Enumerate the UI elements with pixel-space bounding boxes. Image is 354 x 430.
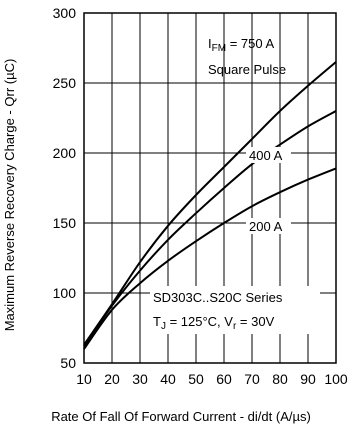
series-label-200a: 200 A bbox=[249, 219, 283, 234]
x-tick-label: 30 bbox=[132, 371, 148, 387]
plot-frame bbox=[83, 12, 337, 364]
series-lines bbox=[83, 61, 337, 350]
y-tick-label: 100 bbox=[53, 285, 77, 301]
device-series-label: SD303C..S20C Series bbox=[153, 290, 283, 305]
y-tick-label: 50 bbox=[60, 355, 76, 371]
x-tick-label: 80 bbox=[272, 371, 288, 387]
x-axis-label: Rate Of Fall Of Forward Current - di/dt … bbox=[51, 409, 311, 424]
x-tick-label: 70 bbox=[244, 371, 260, 387]
x-tick-label: 60 bbox=[216, 371, 232, 387]
series-box-bg bbox=[150, 286, 320, 334]
x-tick-label: 100 bbox=[324, 371, 348, 387]
series-line-2 bbox=[83, 167, 337, 350]
conditions-label: TJ = 125°C, Vr = 30V bbox=[153, 314, 275, 332]
y-tick-labels: 50 100 150 200 250 300 bbox=[53, 5, 77, 371]
y-tick-label: 200 bbox=[53, 145, 77, 161]
x-tick-labels: 10 20 30 40 50 60 70 80 90 100 bbox=[76, 371, 348, 387]
label-bg-200 bbox=[246, 218, 291, 234]
y-tick-label: 250 bbox=[53, 75, 77, 91]
x-tick-label: 10 bbox=[76, 371, 92, 387]
series-line-0 bbox=[83, 61, 337, 346]
ifm-annotation: IFM = 750 A bbox=[208, 36, 274, 54]
x-tick-label: 50 bbox=[188, 371, 204, 387]
x-tick-label: 90 bbox=[300, 371, 316, 387]
label-bg-400 bbox=[246, 147, 291, 163]
x-tick-label: 20 bbox=[104, 371, 120, 387]
square-pulse-label: Square Pulse bbox=[208, 62, 286, 77]
x-tick-label: 40 bbox=[160, 371, 176, 387]
series-label-400a: 400 A bbox=[249, 148, 283, 163]
y-tick-label: 150 bbox=[53, 215, 77, 231]
y-axis-label: Maximum Reverse Recovery Charge - Qrr (µ… bbox=[2, 59, 17, 332]
series-line-1 bbox=[83, 110, 337, 347]
y-tick-label: 300 bbox=[53, 5, 77, 21]
